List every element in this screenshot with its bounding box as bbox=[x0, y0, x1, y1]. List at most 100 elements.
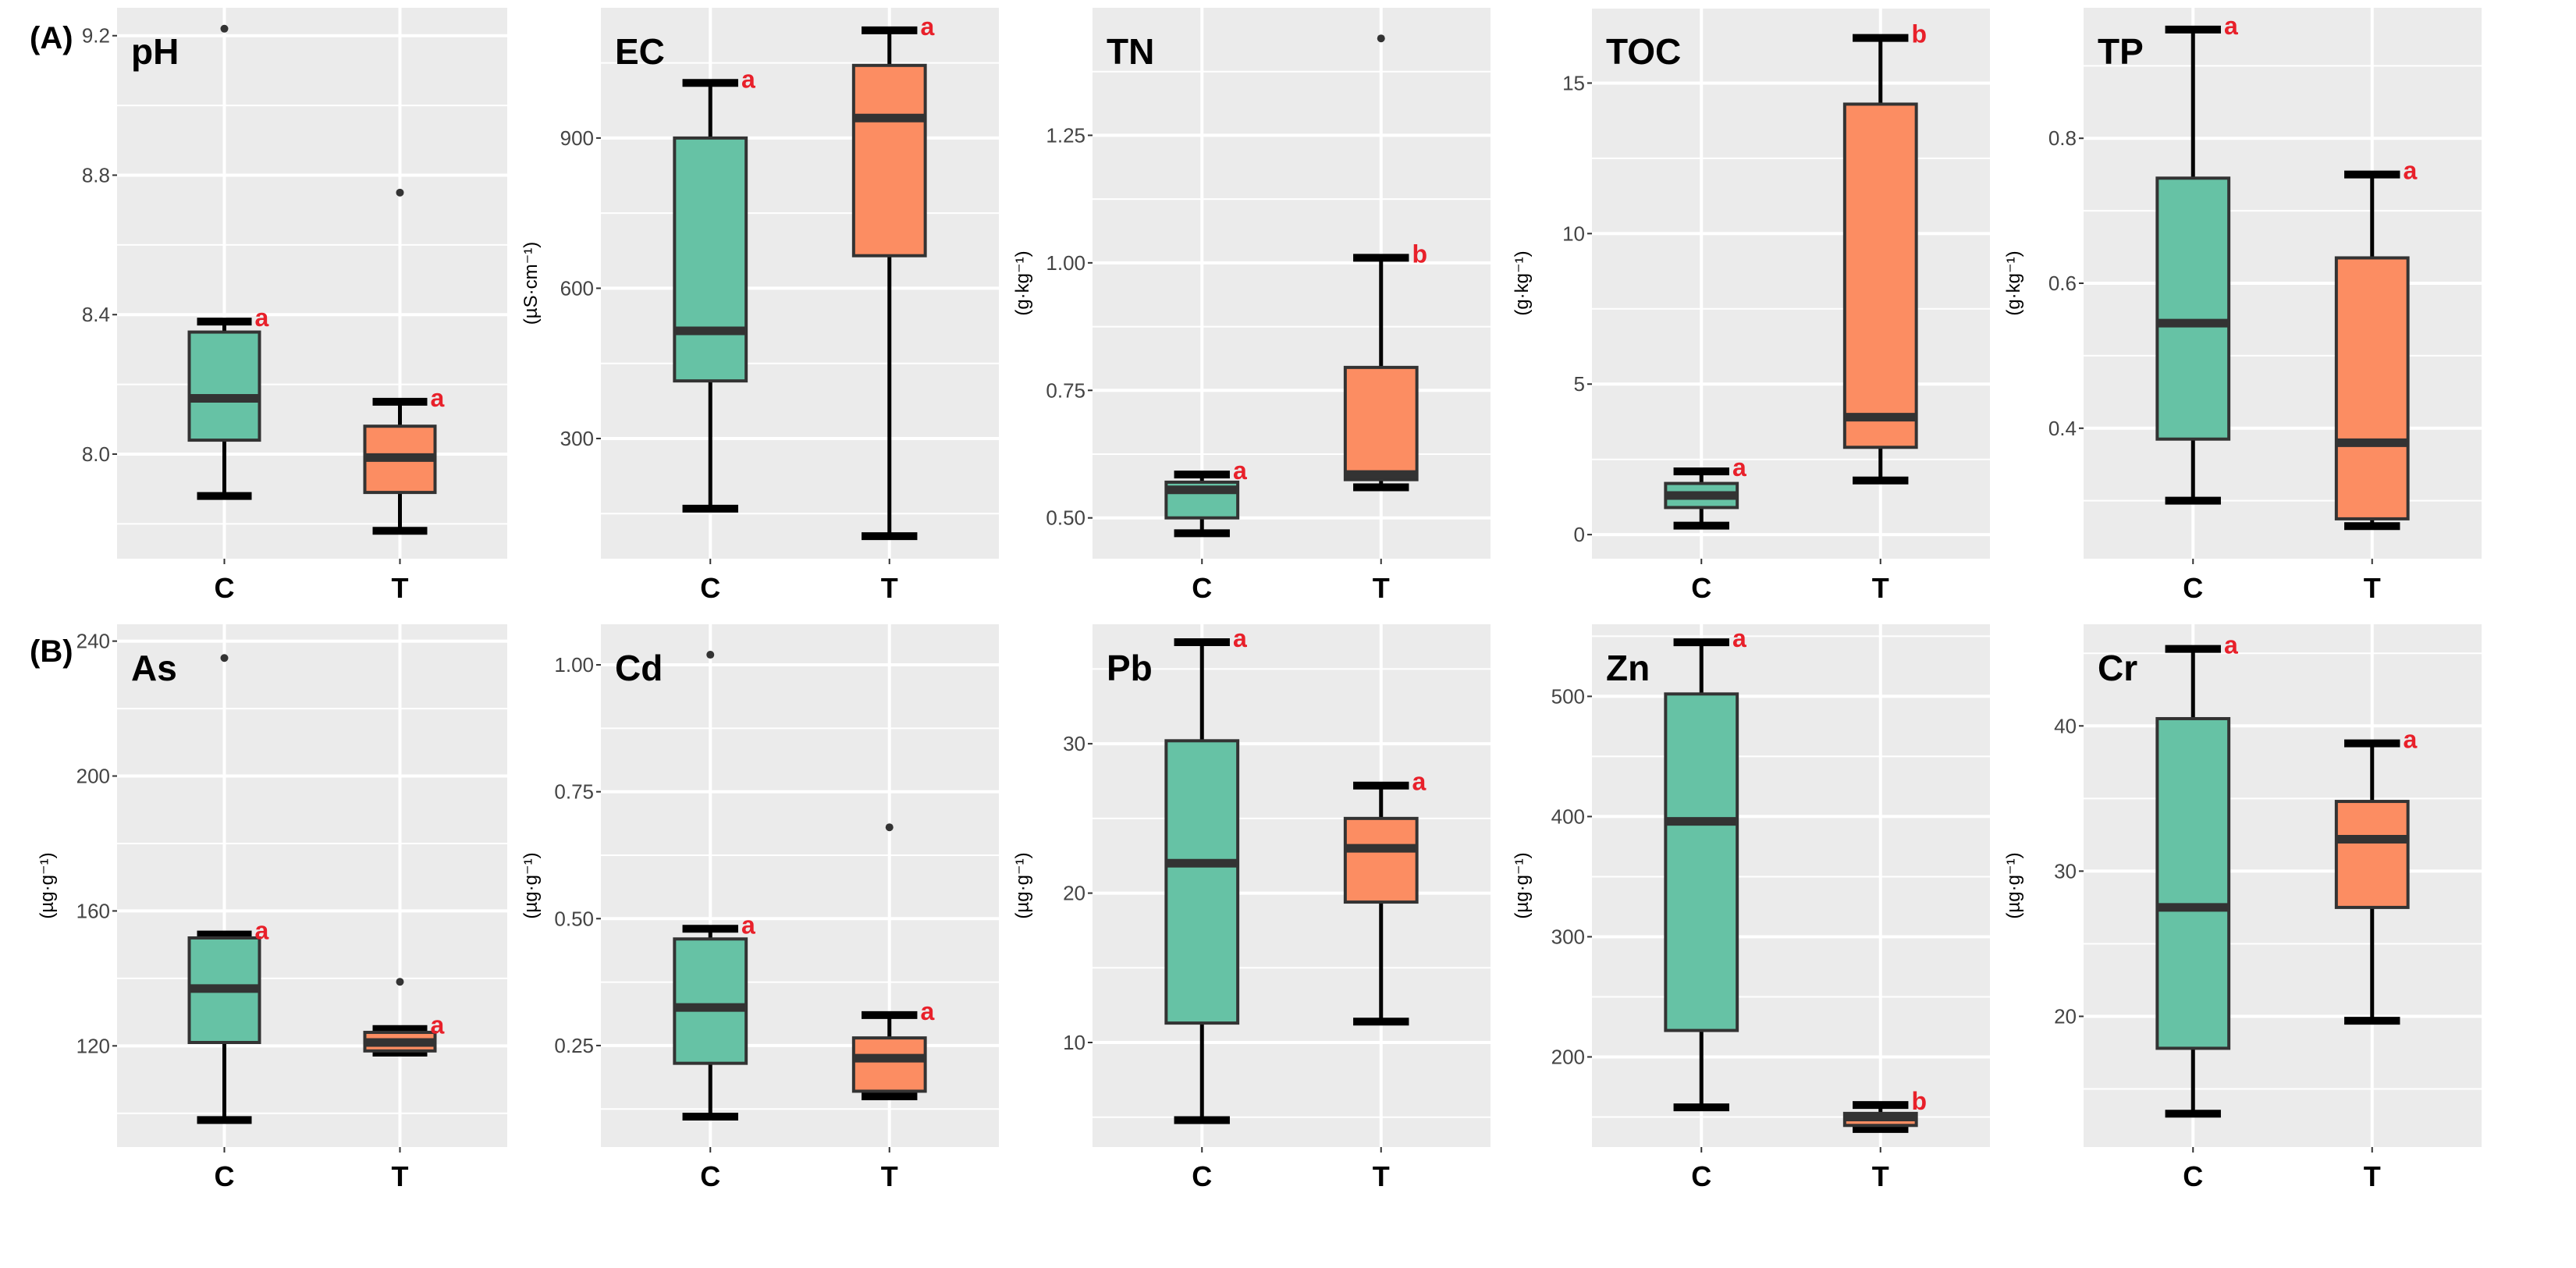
panel-title: Pb bbox=[1107, 648, 1153, 688]
x-tick-label: T bbox=[881, 572, 898, 604]
box-t: a bbox=[1343, 768, 1426, 1026]
outlier-point bbox=[396, 978, 404, 986]
panel-title: Cr bbox=[2098, 648, 2137, 688]
y-tick-label: 0.8 bbox=[2048, 126, 2077, 150]
x-tick-label: T bbox=[1872, 572, 1889, 604]
box-c: a bbox=[673, 651, 755, 1121]
significance-letter: b bbox=[1911, 1087, 1927, 1115]
panel-background bbox=[601, 8, 999, 559]
x-tick-label: T bbox=[392, 572, 409, 604]
x-tick-label: C bbox=[1192, 572, 1212, 604]
y-tick-label: 15 bbox=[1562, 71, 1585, 94]
box-c: a bbox=[1664, 624, 1746, 1112]
box-c: a bbox=[1664, 453, 1746, 530]
y-axis-label: (µg·g⁻¹) bbox=[521, 852, 542, 918]
y-axis-label: (g·kg⁻¹) bbox=[2003, 250, 2024, 315]
significance-letter: a bbox=[1412, 768, 1426, 796]
y-tick-label: 5 bbox=[1574, 372, 1585, 396]
panel-title: TN bbox=[1107, 31, 1154, 72]
y-tick-label: 300 bbox=[560, 427, 594, 450]
outlier-point bbox=[706, 651, 715, 659]
y-tick-label: 0.75 bbox=[1046, 378, 1085, 402]
y-tick-label: 900 bbox=[560, 126, 594, 150]
panel-ec: 300 600 900 EC (µS·cm⁻¹) a Ca T bbox=[521, 8, 999, 604]
y-tick-label: 0.50 bbox=[1046, 506, 1085, 530]
x-tick-label: C bbox=[1691, 572, 1711, 604]
x-tick-label: T bbox=[2364, 572, 2381, 604]
y-tick-label: 200 bbox=[1551, 1045, 1585, 1068]
significance-letter: a bbox=[2403, 157, 2417, 185]
box-c: a bbox=[673, 65, 755, 513]
panel-background bbox=[1592, 624, 1990, 1147]
significance-letter: a bbox=[431, 384, 445, 412]
box-c: a bbox=[2155, 631, 2238, 1118]
panel-background bbox=[1592, 8, 1990, 559]
significance-letter: b bbox=[1911, 20, 1927, 48]
outlier-point bbox=[885, 823, 894, 832]
x-tick-label: C bbox=[2183, 572, 2203, 604]
box-c: a bbox=[1164, 624, 1247, 1124]
outlier-point bbox=[396, 188, 404, 197]
y-tick-label: 0.25 bbox=[554, 1034, 594, 1057]
y-tick-label: 0.50 bbox=[554, 907, 594, 930]
x-tick-label: T bbox=[2364, 1160, 2381, 1192]
panel-title: Cd bbox=[615, 648, 663, 688]
y-tick-label: 20 bbox=[2054, 1005, 2077, 1028]
panel-cr: 20 30 40 Cr (µg·g⁻¹) a Ca T bbox=[2003, 624, 2482, 1192]
y-tick-label: 120 bbox=[76, 1034, 110, 1057]
x-tick-label: T bbox=[881, 1160, 898, 1192]
y-tick-label: 200 bbox=[76, 765, 110, 788]
panel-background bbox=[2084, 624, 2482, 1147]
iqr-box bbox=[1164, 739, 1240, 1025]
iqr-box bbox=[2155, 716, 2231, 1050]
y-tick-label: 8.8 bbox=[82, 163, 110, 186]
iqr-box bbox=[1343, 365, 1419, 481]
panel-background bbox=[117, 624, 507, 1147]
y-axis-label: (µg·g⁻¹) bbox=[37, 852, 58, 918]
box-t: a bbox=[2334, 157, 2417, 531]
x-tick-label: C bbox=[2183, 1160, 2203, 1192]
y-tick-label: 600 bbox=[560, 276, 594, 300]
iqr-box bbox=[851, 63, 927, 258]
panel-ph: 8.0 8.4 8.8 9.2 pH a Ca T bbox=[82, 8, 507, 604]
panel-background bbox=[117, 8, 507, 559]
box-t: b bbox=[1842, 1087, 1927, 1133]
outlier-point bbox=[1377, 34, 1385, 43]
y-tick-label: 30 bbox=[2054, 859, 2077, 883]
significance-letter: a bbox=[920, 12, 934, 41]
y-axis-label: (g·kg⁻¹) bbox=[1012, 250, 1033, 315]
panel-title: pH bbox=[131, 31, 179, 72]
box-t: b bbox=[1842, 20, 1927, 485]
panel-background bbox=[1093, 8, 1491, 559]
box-t: a bbox=[2334, 726, 2417, 1025]
x-tick-label: C bbox=[700, 1160, 720, 1192]
panel-toc: 0 5 10 15 TOC (g·kg⁻¹) a Cb T bbox=[1512, 7, 1990, 604]
significance-letter: a bbox=[1233, 624, 1247, 652]
y-tick-label: 9.2 bbox=[82, 24, 110, 48]
y-tick-label: 0 bbox=[1574, 523, 1585, 546]
panel-pb: 10 20 30 Pb (µg·g⁻¹) a Ca T bbox=[1012, 624, 1491, 1192]
iqr-box bbox=[1343, 816, 1419, 904]
panel-title: EC bbox=[615, 31, 665, 72]
y-tick-label: 20 bbox=[1063, 882, 1085, 905]
significance-letter: a bbox=[1233, 456, 1247, 485]
y-tick-label: 40 bbox=[2054, 714, 2077, 737]
y-tick-label: 8.4 bbox=[82, 303, 110, 326]
significance-letter: a bbox=[741, 65, 755, 93]
iqr-box bbox=[2155, 176, 2231, 441]
y-tick-label: 0.6 bbox=[2048, 272, 2077, 295]
row-label-a: (A) bbox=[30, 21, 73, 55]
iqr-box bbox=[673, 136, 748, 383]
y-axis-label: (µg·g⁻¹) bbox=[2003, 852, 2024, 918]
iqr-box bbox=[187, 330, 261, 442]
box-t: a bbox=[851, 12, 934, 541]
significance-letter: a bbox=[920, 997, 934, 1025]
panel-tp: 0.4 0.6 0.8 TP (g·kg⁻¹) a Ca T bbox=[2003, 8, 2482, 604]
panel-zn: 200 300 400 500 Zn (µg·g⁻¹) a Cb T bbox=[1512, 624, 1990, 1192]
x-tick-label: C bbox=[215, 1160, 235, 1192]
y-tick-label: 1.00 bbox=[1046, 251, 1085, 275]
panel-title: Zn bbox=[1606, 648, 1650, 688]
x-tick-label: T bbox=[1373, 572, 1390, 604]
box-t: a bbox=[851, 823, 934, 1100]
panel-background bbox=[1093, 624, 1491, 1147]
